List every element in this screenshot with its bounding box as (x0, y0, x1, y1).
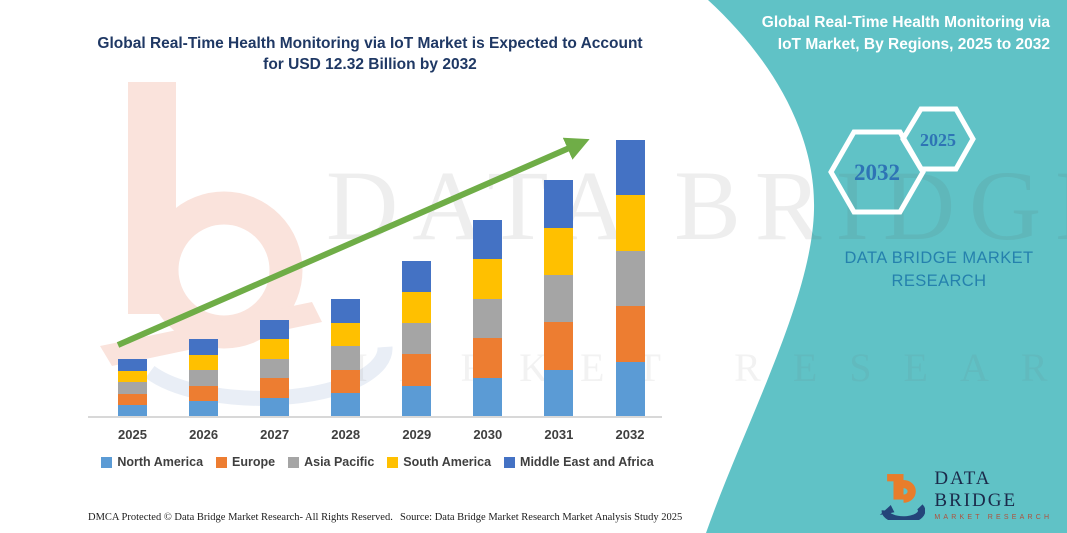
bar-segment-2029-europe (402, 354, 432, 386)
bar-segment-2029-north-america (402, 385, 432, 417)
x-label-2026: 2026 (189, 427, 219, 442)
legend-swatch (288, 456, 300, 468)
watermark-logo-blue-swoosh (145, 346, 393, 406)
footer-source: Source: Data Bridge Market Research Mark… (400, 512, 683, 523)
data-bridge-logo: DATA BRIDGE MARKET RESEARCH (878, 468, 1067, 521)
bar-segment-2032-asia-pacific (615, 250, 645, 307)
logo-subtitle: MARKET RESEARCH (934, 514, 1053, 521)
legend-item-asia-pacific: Asia Pacific (288, 455, 374, 469)
brand-text: DATA BRIDGE MARKET RESEARCH (844, 249, 1034, 290)
x-label-2032: 2032 (615, 427, 645, 442)
bar-segment-2028-europe (331, 369, 361, 394)
hexagon-2025-label: 2025 (920, 130, 956, 150)
bar-segment-2032-south-america (615, 195, 645, 251)
bar-segment-2025-middle-east-and-africa (118, 359, 147, 371)
bar-segment-2028-north-america (331, 393, 361, 417)
bar-segment-2032-north-america (615, 361, 645, 417)
data-bridge-logo-icon (879, 473, 926, 520)
hexagon-2032 (828, 129, 926, 215)
bar-segment-2032-europe (615, 306, 645, 362)
bar-segment-2028-asia-pacific (331, 346, 361, 370)
bar-segment-2026-south-america (189, 354, 219, 371)
legend-item-europe: Europe (216, 455, 275, 469)
x-label-2030: 2030 (473, 427, 503, 442)
bar-segment-2026-north-america (189, 401, 219, 417)
side-panel-heading: Global Real-Time Health Monitoring via I… (761, 14, 1050, 53)
legend-swatch (504, 456, 516, 468)
chart-title: Global Real-Time Health Monitoring via I… (97, 35, 643, 73)
bar-segment-2025-north-america (118, 405, 147, 417)
hexagon-2032-label: 2032 (854, 160, 900, 185)
x-label-2028: 2028 (331, 427, 361, 442)
bar-segment-2031-north-america (544, 369, 574, 417)
legend-label: Europe (232, 455, 276, 469)
side-panel-shape (706, 0, 1067, 533)
legend-swatch (387, 456, 399, 468)
logo-name: DATA BRIDGE (934, 468, 1018, 511)
x-label-2031: 2031 (544, 427, 574, 442)
bar-segment-2026-europe (189, 385, 219, 402)
legend-label: North America (117, 455, 204, 469)
watermark-subtext: MARKET RESEARCH (332, 345, 1067, 390)
footer-copyright: DMCA Protected © Data Bridge Market Rese… (88, 512, 393, 523)
chart-legend: North America Europe Asia Pacific South Ame… (85, 455, 670, 469)
bar-segment-2032-middle-east-and-africa (615, 140, 645, 196)
bar-segment-2027-asia-pacific (260, 358, 290, 379)
x-axis-line (88, 416, 662, 418)
legend-item-north-america: North America (101, 455, 203, 469)
legend-item-middle-east-and-africa: Middle East and Africa (504, 455, 654, 469)
legend-item-south-america: South America (387, 455, 491, 469)
bar-segment-2030-north-america (473, 377, 503, 417)
x-label-2029: 2029 (402, 427, 432, 442)
x-label-2027: 2027 (260, 427, 290, 442)
legend-label: Middle East and Africa (520, 455, 654, 469)
legend-swatch (216, 456, 228, 468)
data-bridge-logo-text: DATA BRIDGE MARKET RESEARCH (934, 468, 1067, 521)
legend-swatch (101, 456, 113, 468)
hexagon-2025 (900, 106, 976, 172)
bar-segment-2026-asia-pacific (189, 370, 219, 386)
bar-segment-2025-asia-pacific (118, 382, 147, 394)
bar-segment-2027-north-america (260, 397, 290, 417)
bar-segment-2027-europe (260, 378, 290, 398)
x-label-2025: 2025 (118, 427, 147, 442)
legend-label: Asia Pacific (304, 455, 375, 469)
bar-segment-2025-south-america (118, 370, 147, 383)
legend-label: South America (403, 455, 492, 469)
bar-segment-2025-europe (118, 393, 147, 406)
